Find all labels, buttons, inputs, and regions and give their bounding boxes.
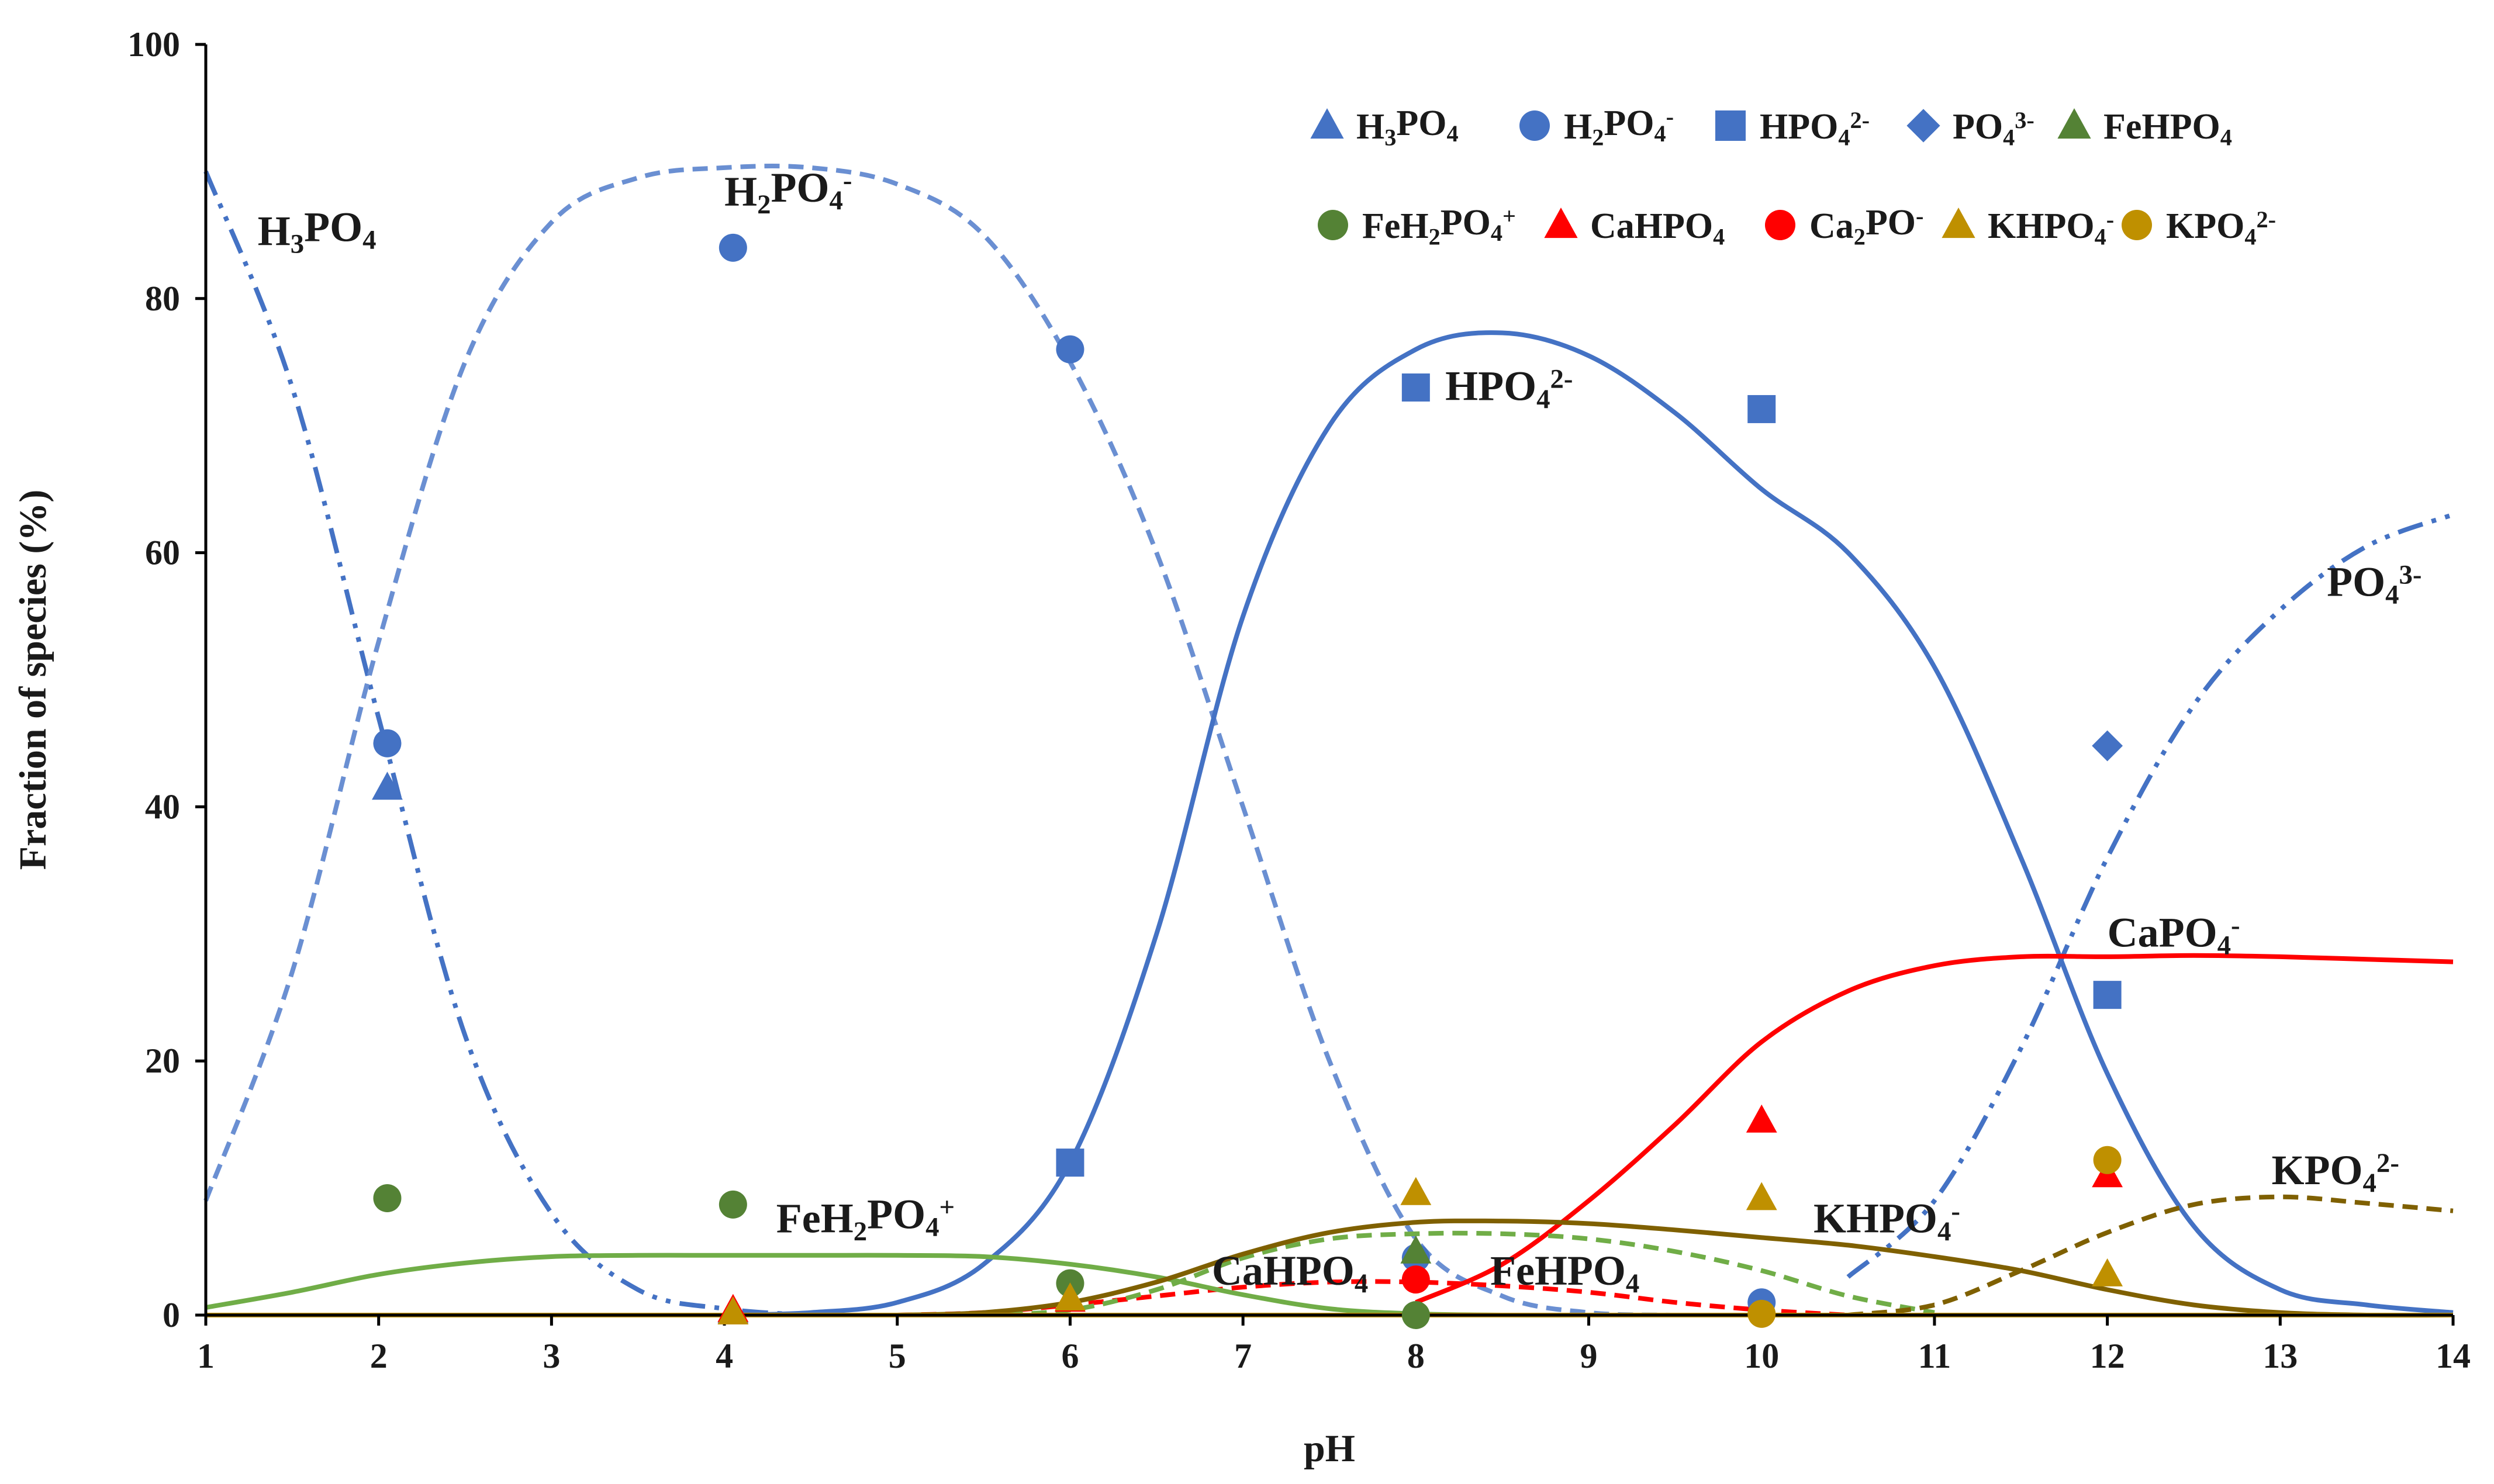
- y-tick-label: 0: [163, 1296, 180, 1334]
- formula-khpo4: KHPO4-: [1988, 206, 2114, 250]
- formula-po4: PO43-: [2327, 559, 2422, 610]
- legend-marker-ca2po: [1765, 210, 1795, 240]
- formula-capo4: CaPO4-: [2108, 909, 2240, 961]
- x-tick-label: 4: [716, 1337, 733, 1375]
- formula-ca2po: Ca2PO-: [1809, 203, 1923, 250]
- legend-marker-h3po4: [1310, 108, 1344, 139]
- x-tick-label: 7: [1234, 1337, 1252, 1375]
- data-point-khpo4: [1400, 1177, 1432, 1205]
- data-point-po4: [2092, 730, 2123, 762]
- legend-marker-fehpo4: [2057, 108, 2091, 139]
- formula-cahpo4: CaHPO4: [1590, 206, 1725, 250]
- legend-marker-po4: [1906, 109, 1940, 143]
- legend-marker-khpo4: [1942, 207, 1975, 238]
- formula-kpo4: KPO42-: [2166, 206, 2276, 250]
- x-tick-label: 6: [1061, 1337, 1079, 1375]
- data-point-h2po4: [373, 729, 402, 757]
- data-point-khpo4: [1055, 1282, 1086, 1311]
- data-point-ca2po: [1401, 1265, 1430, 1294]
- data-point-feh2po4: [1401, 1301, 1430, 1329]
- curve-kpo4-2: [1847, 1194, 2454, 1317]
- data-point-hpo4: [1056, 1149, 1084, 1177]
- x-tick-label: 3: [543, 1337, 560, 1375]
- data-point-hpo4: [2093, 981, 2122, 1009]
- legend-marker-kpo4: [2122, 210, 2152, 240]
- x-tick-label: 11: [1918, 1337, 1951, 1375]
- points-layer: [372, 233, 2123, 1329]
- legend: H3PO4 H2PO4- HPO42- PO43- FeHPO4 FeH2PO4+ CaHP…: [1310, 103, 2276, 250]
- formula-po4: PO43-: [1953, 107, 2034, 150]
- x-tick-label: 14: [2436, 1337, 2471, 1375]
- x-tick-label: 5: [889, 1337, 906, 1375]
- y-tick-label: 80: [145, 279, 180, 318]
- formula-hpo4: HPO42-: [1445, 363, 1573, 414]
- data-point-khpo4: [717, 1296, 749, 1325]
- legend-marker-feh2po4: [1318, 210, 1348, 240]
- data-point-hpo4: [1401, 373, 1430, 402]
- data-point-hpo4: [1747, 395, 1776, 423]
- formula-fehpo4: FeHPO4: [2103, 107, 2232, 150]
- data-point-fehpo4: [1400, 1235, 1432, 1264]
- labels-layer: H3PO4 H2PO4- HPO42- PO43- CaPO4- KPO42- FeH2PO…: [258, 164, 2422, 1299]
- x-tick-label: 9: [1580, 1337, 1598, 1375]
- data-point-h2po4: [1056, 335, 1084, 364]
- formula-feh2po4: FeH2PO4+: [776, 1191, 955, 1247]
- x-tick-label: 13: [2262, 1337, 2298, 1375]
- formula-kpo4: KPO42-: [2272, 1147, 2399, 1198]
- data-point-feh2po4: [373, 1184, 402, 1212]
- legend-marker-hpo4: [1715, 110, 1746, 141]
- formula-feh2po4: FeH2PO4+: [1362, 203, 1516, 250]
- legend-marker-cahpo4: [1544, 207, 1578, 238]
- curve-fehpo4: [983, 1230, 1935, 1317]
- data-point-khpo4: [1746, 1182, 1777, 1210]
- y-tick-label: 100: [127, 25, 180, 64]
- data-point-kpo4: [2093, 1146, 2122, 1174]
- formula-khpo4: KHPO4-: [1813, 1195, 1960, 1247]
- curve-capo4: [1415, 953, 2454, 1305]
- curve-hpo4-2: [724, 330, 2454, 1317]
- formula-h3po4: H3PO4: [1356, 103, 1459, 150]
- x-tick-label: 1: [197, 1337, 215, 1375]
- formula-h3po4: H3PO4: [258, 203, 376, 259]
- axes-layer: [204, 44, 2453, 1317]
- curve-h3po4: [203, 170, 811, 1317]
- x-tick-label: 8: [1407, 1337, 1425, 1375]
- formula-fehpo4: FeHPO4: [1490, 1247, 1639, 1299]
- legend-marker-h2po4: [1519, 110, 1550, 141]
- formula-h2po4: H2PO4-: [724, 164, 852, 220]
- data-point-kpo4: [1747, 1299, 1776, 1328]
- y-tick-label: 20: [145, 1042, 180, 1080]
- curve-h2po4: [203, 164, 1676, 1317]
- y-tick-label: 40: [145, 787, 180, 826]
- x-tick-label: 2: [370, 1337, 388, 1375]
- y-tick-label: 60: [145, 534, 180, 572]
- y-axis-title: Fraction of species (%): [12, 490, 54, 870]
- data-point-feh2po4: [719, 1190, 747, 1219]
- x-tick-label: 10: [1744, 1337, 1779, 1375]
- data-point-h3po4: [372, 772, 403, 800]
- formula-hpo4: HPO42-: [1760, 107, 1870, 150]
- data-point-khpo4: [2092, 1258, 2123, 1286]
- x-tick-label: 12: [2090, 1337, 2125, 1375]
- curve-khpo4: [897, 1218, 2454, 1318]
- data-point-h2po4: [719, 233, 747, 262]
- formula-h2po4: H2PO4-: [1564, 103, 1674, 150]
- data-point-cahpo4: [1746, 1104, 1777, 1133]
- formula-cahpo4: CaHPO4: [1212, 1247, 1368, 1299]
- curve-po4-3: [1846, 512, 2454, 1279]
- x-axis-title: pH: [1304, 1427, 1355, 1470]
